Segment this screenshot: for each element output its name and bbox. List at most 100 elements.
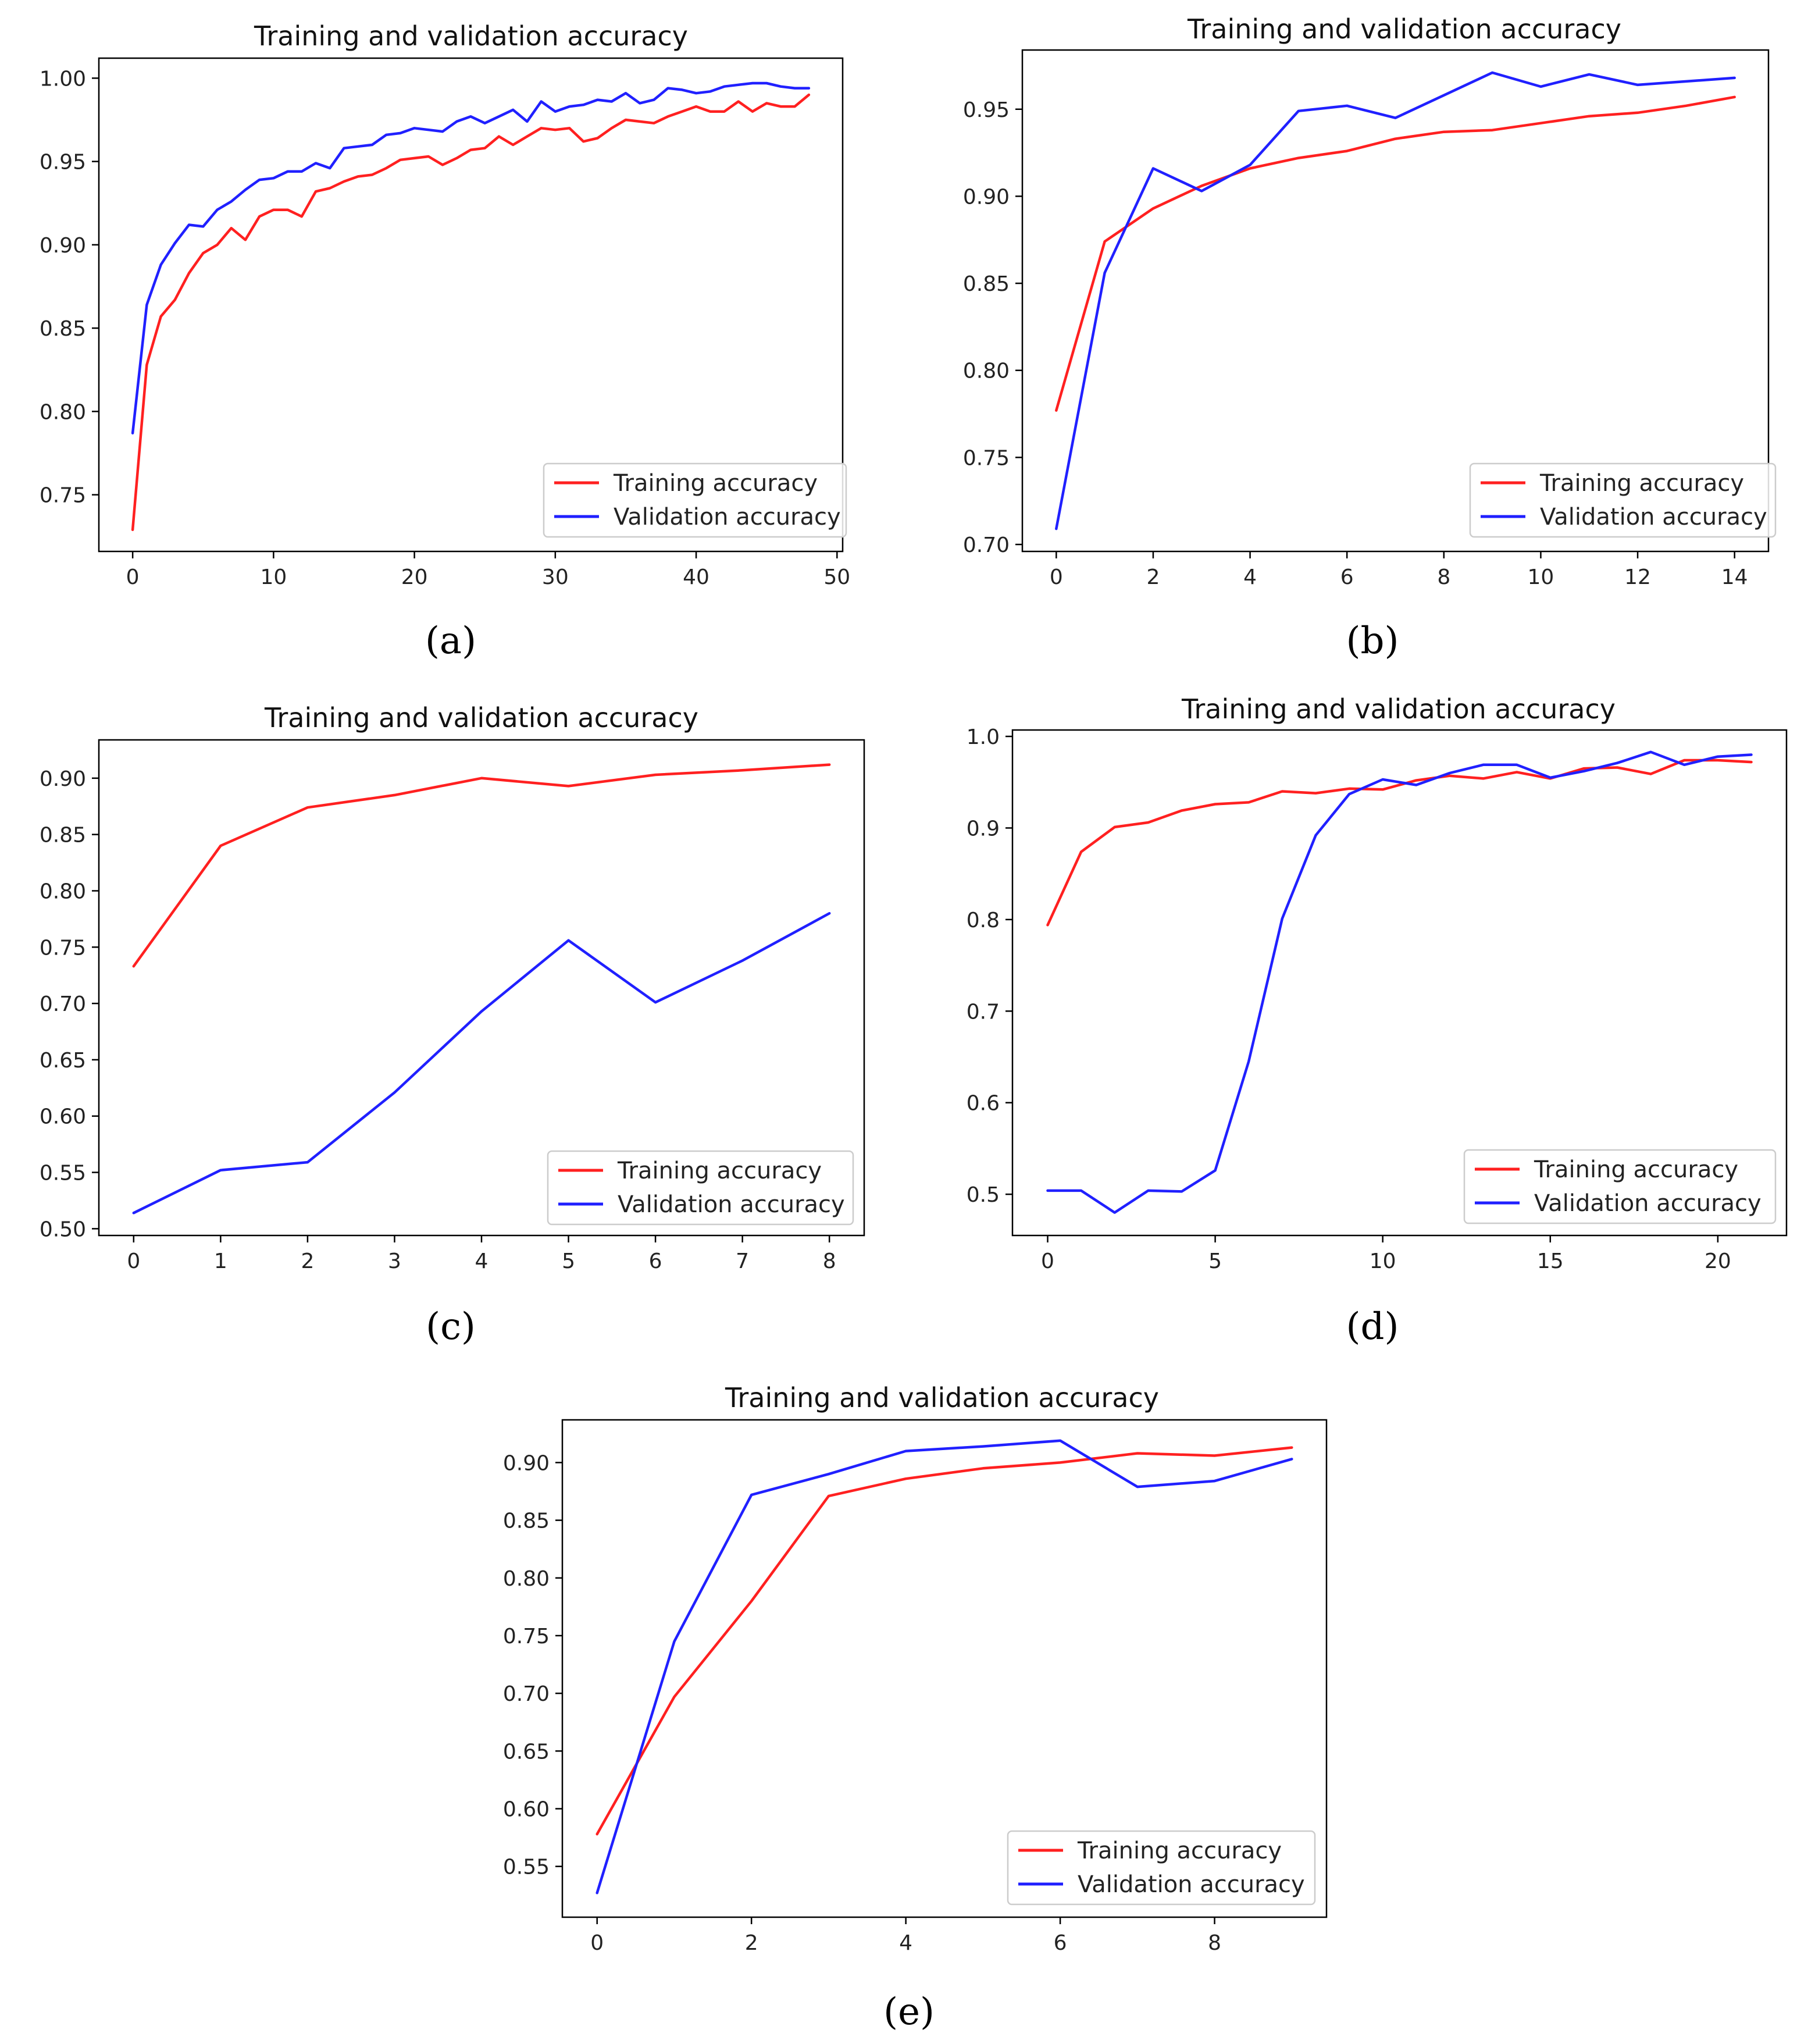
y-tick-label: 0.75 xyxy=(40,484,86,508)
panel-caption: (c) xyxy=(426,1305,476,1348)
validation-accuracy-line xyxy=(132,911,831,1215)
y-tick-label: 0.75 xyxy=(963,446,1010,470)
x-tick-label: 15 xyxy=(1537,1249,1564,1273)
y-tick-label: 0.70 xyxy=(963,533,1010,557)
x-tick-label: 30 xyxy=(542,565,569,589)
y-tick-label: 0.55 xyxy=(503,1856,550,1879)
legend-box xyxy=(1469,462,1777,538)
legend-box xyxy=(547,1150,854,1226)
caption-letter: c xyxy=(440,1305,461,1348)
y-tick-label: 0.65 xyxy=(503,1740,550,1764)
caption-close-paren: ) xyxy=(461,1305,476,1348)
legend-label-validation: Validation accuracy xyxy=(1534,1190,1761,1217)
x-tick-label: 8 xyxy=(823,1249,836,1273)
y-tick-label: 0.5 xyxy=(967,1183,1000,1207)
y-tick-label: 0.75 xyxy=(503,1625,550,1648)
caption-close-paren: ) xyxy=(462,619,476,663)
caption-open-paren: ( xyxy=(1346,619,1361,663)
validation-accuracy-line xyxy=(1055,71,1736,530)
caption-close-paren: ) xyxy=(1384,619,1399,663)
chart-title: Training and validation accuracy xyxy=(1181,693,1616,725)
legend: Training accuracy Validation accuracy xyxy=(1463,1149,1777,1224)
legend-box xyxy=(543,462,847,538)
legend-label-validation: Validation accuracy xyxy=(1540,504,1767,530)
x-tick-label: 3 xyxy=(388,1249,401,1273)
x-tick-label: 10 xyxy=(1528,565,1554,589)
y-tick-label: 0.90 xyxy=(963,185,1010,209)
axes-frame xyxy=(1021,49,1770,553)
chart-title: Training and validation accuracy xyxy=(725,1382,1159,1413)
y-tick-label: 0.90 xyxy=(503,1451,550,1475)
x-tick-label: 12 xyxy=(1624,565,1651,589)
x-tick-label: 50 xyxy=(823,565,850,589)
x-tick-label: 1 xyxy=(214,1249,227,1273)
legend: Training accuracy Validation accuracy xyxy=(1007,1830,1316,1906)
x-tick-label: 4 xyxy=(1243,565,1257,589)
x-tick-label: 5 xyxy=(1208,1249,1222,1273)
y-tick-label: 0.80 xyxy=(503,1567,550,1591)
x-tick-label: 10 xyxy=(260,565,287,589)
x-tick-label: 0 xyxy=(127,1249,140,1273)
training-accuracy-line xyxy=(1046,759,1753,927)
x-tick-label: 2 xyxy=(1146,565,1160,589)
caption-letter: e xyxy=(898,1990,920,2034)
chart-title: Training and validation accuracy xyxy=(264,702,698,733)
caption-open-paren: ( xyxy=(425,619,440,663)
training-accuracy-line xyxy=(596,1446,1293,1836)
chart-panel-a: Training and validation accuracy 0 10 20 30 4… xyxy=(40,20,850,663)
y-tick-label: 0.85 xyxy=(963,272,1010,296)
panel-caption: (b) xyxy=(1346,619,1399,663)
y-tick-label: 0.60 xyxy=(40,1105,86,1129)
x-tick-label: 7 xyxy=(736,1249,749,1273)
y-tick-label: 0.75 xyxy=(40,936,86,960)
axes-frame xyxy=(1011,729,1788,1237)
x-tick-label: 0 xyxy=(1041,1249,1054,1273)
x-tick-label: 40 xyxy=(683,565,709,589)
legend: Training accuracy Validation accuracy xyxy=(547,1150,854,1226)
training-accuracy-line xyxy=(1055,95,1736,412)
x-tick-label: 8 xyxy=(1437,565,1450,589)
y-tick-label: 0.80 xyxy=(40,400,86,424)
legend-label-validation: Validation accuracy xyxy=(618,1191,845,1218)
validation-accuracy-line xyxy=(1046,750,1753,1214)
x-tick-label: 2 xyxy=(301,1249,314,1273)
chart-title: Training and validation accuracy xyxy=(1187,13,1621,45)
x-tick-label: 0 xyxy=(126,565,140,589)
axes-frame xyxy=(561,1419,1328,1918)
x-tick-label: 0 xyxy=(1050,565,1063,589)
x-tick-label: 10 xyxy=(1370,1249,1396,1273)
training-accuracy-line xyxy=(132,763,831,968)
chart-panel-e: Training and validation accuracy 0 2 4 6 8 0.5… xyxy=(503,1382,1328,2034)
legend-label-training: Training accuracy xyxy=(1539,470,1744,497)
y-tick-label: 0.85 xyxy=(503,1509,550,1533)
panel-caption: (d) xyxy=(1346,1305,1399,1348)
caption-letter: a xyxy=(440,619,462,663)
legend-label-training: Training accuracy xyxy=(613,470,818,497)
validation-accuracy-line xyxy=(596,1439,1293,1895)
y-tick-label: 1.0 xyxy=(967,725,1000,749)
x-tick-label: 6 xyxy=(649,1249,662,1273)
training-accuracy-line xyxy=(131,93,811,532)
x-tick-label: 6 xyxy=(1054,1931,1067,1955)
y-tick-label: 0.55 xyxy=(40,1162,86,1185)
legend-label-validation: Validation accuracy xyxy=(1078,1871,1305,1898)
legend-box xyxy=(1007,1830,1316,1906)
caption-close-paren: ) xyxy=(920,1990,935,2034)
y-tick-label: 0.60 xyxy=(503,1798,550,1822)
chart-panel-d: Training and validation accuracy 0 5 10 15 20… xyxy=(967,693,1788,1348)
caption-close-paren: ) xyxy=(1384,1305,1399,1348)
panel-caption: (e) xyxy=(883,1990,935,2034)
y-tick-label: 0.8 xyxy=(967,909,1000,932)
x-tick-label: 4 xyxy=(899,1931,912,1955)
legend-label-training: Training accuracy xyxy=(1077,1838,1282,1864)
y-tick-label: 0.70 xyxy=(40,992,86,1016)
caption-open-paren: ( xyxy=(1346,1305,1361,1348)
legend-label-training: Training accuracy xyxy=(1534,1156,1738,1183)
x-tick-label: 14 xyxy=(1721,565,1748,589)
y-tick-label: 0.95 xyxy=(963,98,1010,122)
chart-panel-c: Training and validation accuracy 0 1 2 3 4 5 6 7… xyxy=(40,702,865,1348)
x-tick-label: 8 xyxy=(1208,1931,1221,1955)
legend: Training accuracy Validation accuracy xyxy=(1469,462,1777,538)
y-tick-label: 1.00 xyxy=(40,67,86,91)
